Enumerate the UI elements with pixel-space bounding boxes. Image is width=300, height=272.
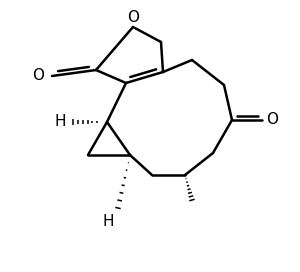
Text: H: H <box>54 115 66 129</box>
Text: O: O <box>266 113 278 128</box>
Text: O: O <box>127 10 139 24</box>
Text: O: O <box>32 69 44 84</box>
Text: H: H <box>102 215 114 230</box>
